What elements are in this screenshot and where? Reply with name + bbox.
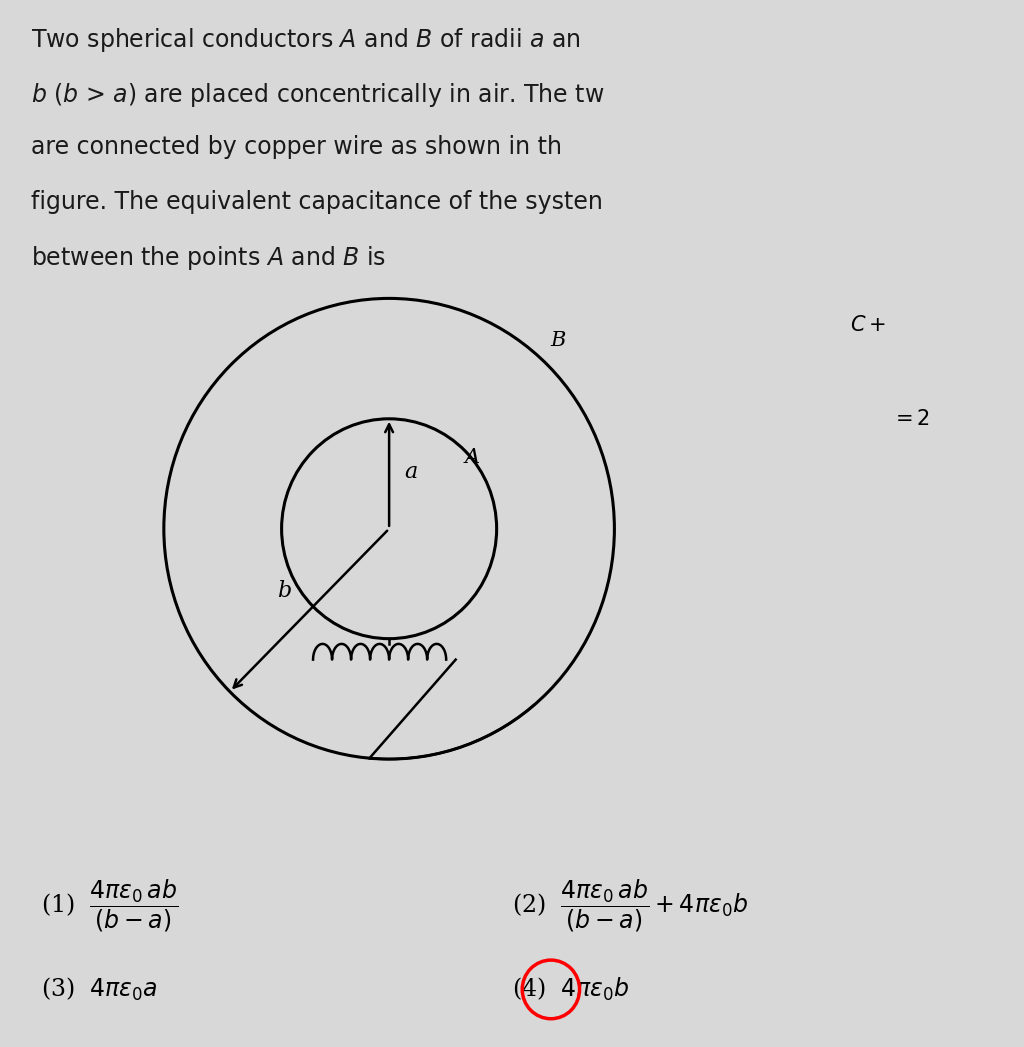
Text: $b$ ($b$ > $a$) are placed concentrically in air. The tw: $b$ ($b$ > $a$) are placed concentricall…: [31, 81, 604, 109]
Text: (4)  $4\pi\varepsilon_0 b$: (4) $4\pi\varepsilon_0 b$: [512, 976, 630, 1003]
Text: $= 2$: $= 2$: [891, 408, 930, 429]
Text: A: A: [465, 448, 479, 467]
Text: (2)  $\dfrac{4\pi\varepsilon_0\, ab}{(b-a)} + 4\pi\varepsilon_0 b$: (2) $\dfrac{4\pi\varepsilon_0\, ab}{(b-a…: [512, 877, 749, 934]
Text: figure. The equivalent capacitance of the systen: figure. The equivalent capacitance of th…: [31, 190, 602, 214]
Text: $C +$: $C +$: [850, 314, 886, 335]
Text: between the points $A$ and $B$ is: between the points $A$ and $B$ is: [31, 244, 386, 272]
Text: a: a: [404, 461, 418, 483]
Text: (3)  $4\pi\varepsilon_0 a$: (3) $4\pi\varepsilon_0 a$: [41, 976, 158, 1003]
Text: B: B: [550, 331, 565, 350]
Text: b: b: [276, 580, 291, 602]
Text: are connected by copper wire as shown in th: are connected by copper wire as shown in…: [31, 135, 562, 159]
Text: (1)  $\dfrac{4\pi\varepsilon_0\, ab}{(b-a)}$: (1) $\dfrac{4\pi\varepsilon_0\, ab}{(b-a…: [41, 877, 178, 934]
Text: Two spherical conductors $A$ and $B$ of radii $a$ an: Two spherical conductors $A$ and $B$ of …: [31, 26, 581, 54]
